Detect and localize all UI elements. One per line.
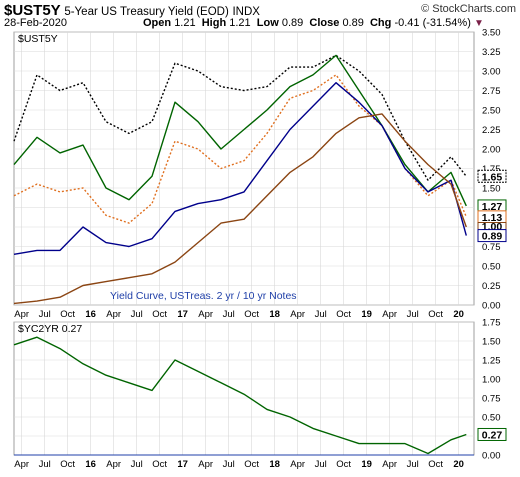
x-tick-label: 18	[269, 459, 280, 470]
panel-label: $YC2YR 0.27	[18, 323, 82, 335]
chg-label: Chg	[369, 17, 392, 29]
x-tick-label: 17	[177, 459, 188, 470]
x-tick-label: Apr	[14, 459, 29, 470]
high-value: 1.21	[229, 17, 251, 29]
x-tick-label: Apr	[106, 459, 121, 470]
index-label: INDX	[232, 6, 260, 18]
symbol-label: $UST5Y	[4, 2, 61, 19]
ohlc-readout: Open 1.21 High 1.21 Low 0.89 Close 0.89 …	[143, 17, 484, 29]
open-label: Open	[143, 17, 172, 29]
close-value: 0.89	[342, 17, 364, 29]
y-tick-label: 0.50	[482, 413, 501, 424]
value-badge-label: 1.27	[482, 201, 503, 213]
brand-label: © StockCharts.com	[421, 3, 516, 15]
x-tick-label: Apr	[106, 309, 121, 320]
value-badge-label: 0.27	[482, 429, 503, 441]
chart-header: $UST5Y 5-Year US Treasury Yield (EOD) IN…	[0, 0, 520, 32]
x-tick-label: Jul	[407, 309, 419, 320]
date-label: 28-Feb-2020	[4, 17, 67, 29]
y-tick-label: 2.50	[482, 106, 501, 117]
x-tick-label: Apr	[290, 309, 305, 320]
x-tick-label: Jul	[131, 309, 143, 320]
x-tick-label: Oct	[336, 459, 351, 470]
x-tick-label: 17	[177, 309, 188, 320]
x-tick-label: 16	[85, 309, 96, 320]
value-badge	[477, 229, 507, 243]
y-tick-label: 1.00	[482, 375, 501, 386]
value-badge-label: 0.89	[482, 231, 503, 243]
y-tick-label: 1.50	[482, 184, 501, 195]
x-tick-label: Jul	[223, 309, 235, 320]
y-tick-label: 2.00	[482, 145, 501, 156]
y-tick-label: 1.75	[482, 318, 501, 329]
x-tick-label: Oct	[428, 309, 443, 320]
x-tick-label: Jul	[315, 309, 327, 320]
x-tick-label: Oct	[336, 309, 351, 320]
series-line	[13, 54, 467, 207]
x-tick-label: 20	[453, 459, 464, 470]
y-tick-label: 0.75	[482, 242, 501, 253]
x-tick-label: Apr	[382, 459, 397, 470]
y-tick-label: 2.75	[482, 86, 501, 97]
x-tick-label: Jul	[407, 459, 419, 470]
y-tick-label: 3.00	[482, 67, 501, 78]
x-tick-label: Apr	[14, 309, 29, 320]
y-tick-label: 0.75	[482, 394, 501, 405]
y-tick-label: 1.25	[482, 356, 501, 367]
x-tick-label: Oct	[152, 309, 167, 320]
instrument-name: 5-Year US Treasury Yield (EOD)	[64, 6, 229, 18]
x-tick-label: Oct	[60, 309, 75, 320]
close-label: Close	[309, 17, 340, 29]
y-tick-label: 3.25	[482, 47, 501, 58]
x-tick-label: Oct	[152, 459, 167, 470]
y-tick-label: 1.75	[482, 164, 501, 175]
panel-2-frame	[13, 321, 475, 456]
y-tick-label: 2.25	[482, 125, 501, 136]
y-tick-label: 0.00	[482, 301, 501, 312]
x-tick-label: Oct	[244, 309, 259, 320]
y-tick-label: 0.50	[482, 262, 501, 273]
low-value: 0.89	[281, 17, 304, 29]
x-tick-label: Jul	[39, 459, 51, 470]
x-tick-label: Jul	[223, 459, 235, 470]
chart-title: $UST5Y 5-Year US Treasury Yield (EOD) IN…	[4, 2, 260, 19]
x-tick-label: Apr	[290, 459, 305, 470]
low-label: Low	[256, 17, 279, 29]
y-tick-label: 0.00	[482, 451, 501, 462]
x-tick-label: Apr	[198, 309, 213, 320]
x-tick-label: Oct	[60, 459, 75, 470]
x-tick-label: 16	[85, 459, 96, 470]
y-tick-label: 1.50	[482, 337, 501, 348]
y-tick-label: 0.25	[482, 281, 501, 292]
chg-value: -0.41 (-31.54%)	[394, 17, 471, 29]
x-tick-label: Jul	[131, 459, 143, 470]
chart-annotation: Yield Curve, USTreas. 2 yr / 10 yr Notes	[110, 290, 297, 302]
value-badge	[477, 169, 507, 183]
series-line	[13, 113, 467, 305]
y-tick-label: 3.50	[482, 28, 501, 39]
x-tick-label: Oct	[428, 459, 443, 470]
x-tick-label: 19	[361, 459, 372, 470]
high-label: High	[201, 17, 227, 29]
value-badge	[477, 427, 507, 441]
value-badge-label: 1.13	[482, 212, 503, 224]
x-tick-label: Apr	[382, 309, 397, 320]
down-arrow-icon: ▼	[473, 18, 484, 29]
panel-label: $UST5Y	[18, 33, 58, 45]
open-value: 1.21	[174, 17, 196, 29]
x-tick-label: Jul	[315, 459, 327, 470]
x-tick-label: Apr	[198, 459, 213, 470]
x-tick-label: Jul	[39, 309, 51, 320]
x-tick-label: 20	[453, 309, 464, 320]
x-tick-label: 18	[269, 309, 280, 320]
x-tick-label: 19	[361, 309, 372, 320]
value-badge-label: 1.65	[482, 171, 503, 183]
x-tick-label: Oct	[244, 459, 259, 470]
